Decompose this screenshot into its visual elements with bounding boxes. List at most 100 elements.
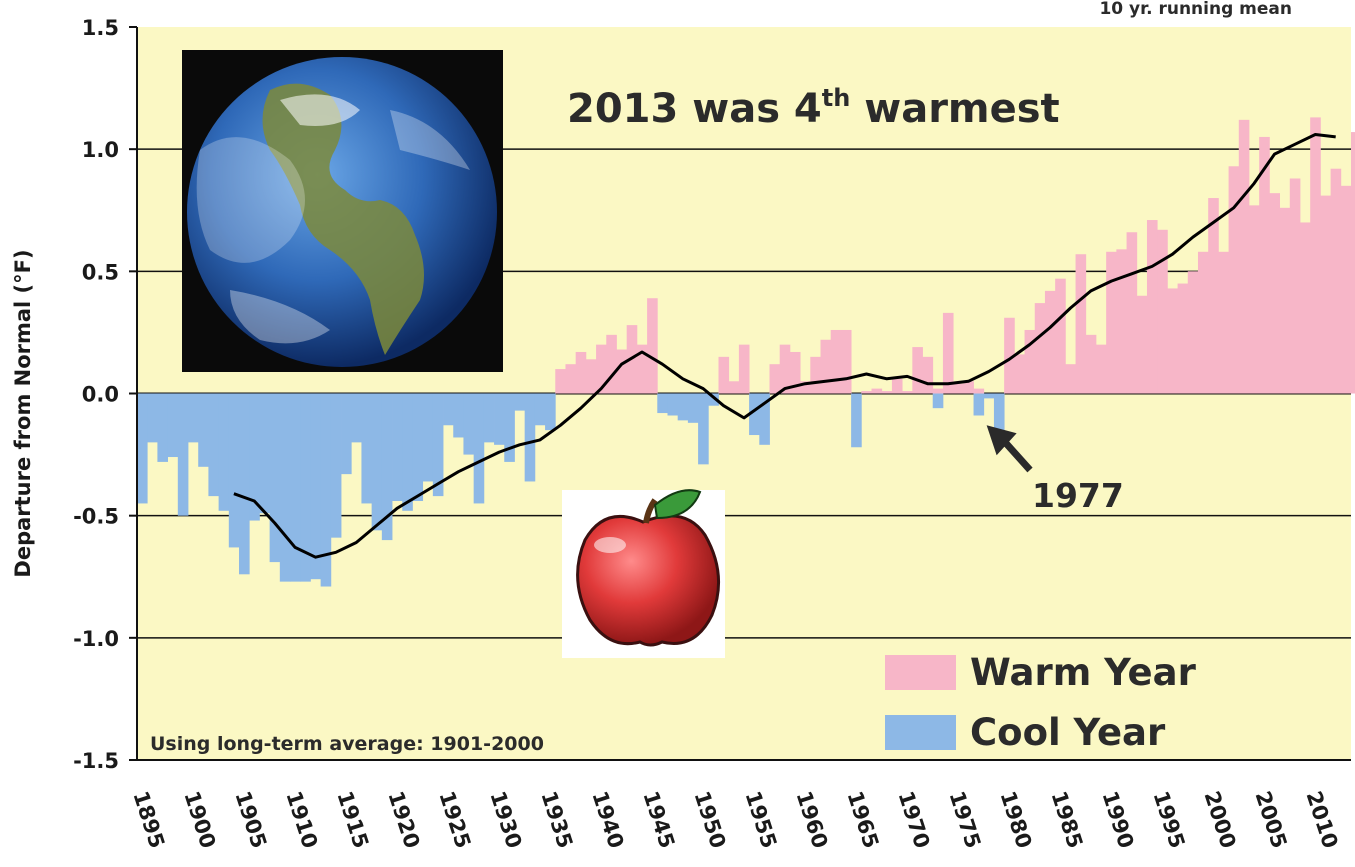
y-axis-label: Departure from Normal (°F) — [11, 249, 35, 577]
cool-year-bar — [483, 393, 495, 443]
cool-year-bar — [504, 393, 515, 462]
warm-year-bar — [1187, 271, 1199, 394]
cool-year-bar — [534, 393, 546, 426]
warm-year-bar — [1248, 205, 1260, 394]
legend-label-cool: Cool Year — [970, 711, 1166, 754]
warm-year-bar — [1269, 193, 1280, 394]
warm-year-bar — [1218, 251, 1229, 394]
running-mean-line — [233, 133, 1336, 559]
y-tick-label: 0.5 — [82, 260, 119, 284]
cool-year-bar — [269, 393, 281, 563]
warm-year-bar — [1146, 220, 1158, 394]
warm-year-bar — [1259, 136, 1270, 394]
warm-year-bar — [585, 359, 597, 394]
warm-year-bar — [718, 356, 730, 394]
warm-year-bar — [616, 349, 628, 394]
cool-year-bar — [157, 393, 169, 462]
cool-year-bar — [208, 393, 220, 497]
cool-year-bar — [320, 393, 332, 587]
cool-year-bar — [983, 393, 995, 399]
cool-year-bar — [188, 393, 199, 443]
cool-year-bar — [657, 393, 668, 414]
warm-year-bar — [1065, 364, 1076, 394]
warm-year-bar — [1197, 251, 1209, 394]
x-tick-label: 1925 — [434, 788, 475, 851]
cool-year-bar — [361, 393, 373, 504]
cool-year-bar — [239, 393, 250, 575]
warm-year-bar — [1075, 254, 1087, 394]
warm-year-bar — [1177, 283, 1189, 394]
x-tick-label: 1900 — [179, 788, 220, 851]
warm-year-bar — [871, 388, 883, 394]
warm-year-bar — [1340, 185, 1352, 394]
red-apple-image — [562, 489, 725, 658]
warm-year-bar — [1167, 288, 1178, 394]
warm-year-bar — [606, 334, 617, 394]
warm-year-bar — [840, 329, 852, 394]
cool-year-bar — [198, 393, 209, 467]
headline-text: 2013 was 4th warmest — [567, 84, 1060, 132]
x-tick-label: 1990 — [1098, 788, 1139, 851]
warm-year-bar — [1208, 198, 1219, 394]
warm-year-bar — [1279, 207, 1291, 394]
y-tick-label: -1.5 — [73, 749, 119, 773]
warm-year-bar — [1228, 166, 1240, 394]
warm-year-bar — [891, 378, 903, 394]
cool-year-bar — [310, 393, 322, 580]
warm-year-bar — [942, 312, 954, 394]
x-tick-label: 1915 — [332, 788, 373, 851]
arrow-label: 1977 — [1032, 476, 1124, 515]
warm-year-bar — [1034, 303, 1046, 394]
warm-year-bar — [800, 381, 811, 394]
legend-swatch-cool — [885, 715, 956, 750]
warm-year-bar — [1024, 329, 1036, 394]
warm-year-bar — [1238, 119, 1250, 394]
cool-year-bar — [514, 393, 526, 411]
cool-year-bar — [708, 393, 719, 406]
cool-year-bar — [453, 393, 464, 438]
cool-year-bar — [341, 393, 352, 475]
y-tick-label: -0.5 — [73, 505, 119, 529]
cool-year-bar — [330, 393, 342, 538]
warm-year-bar — [738, 344, 750, 394]
x-tick-label: 2010 — [1302, 788, 1343, 851]
warm-year-bar — [963, 381, 974, 394]
warm-year-bar — [1055, 278, 1066, 394]
cool-year-bar — [371, 393, 383, 531]
bars — [137, 117, 1355, 587]
cool-year-bar — [993, 393, 1005, 431]
warm-year-bar — [1095, 344, 1107, 394]
warm-year-bar — [902, 391, 913, 394]
baseline-note: Using long-term average: 1901-2000 — [150, 733, 544, 755]
cool-year-bar — [137, 393, 148, 504]
cool-year-bar — [290, 393, 301, 582]
warm-year-bar — [647, 298, 658, 394]
warm-year-bar — [728, 381, 740, 394]
cool-year-bar — [759, 393, 770, 445]
warm-year-bar — [1320, 195, 1331, 394]
cool-year-bar — [677, 393, 689, 421]
x-tick-label: 1980 — [995, 788, 1036, 851]
y-tick-label: -1.0 — [73, 627, 119, 651]
cool-year-bar — [147, 393, 158, 443]
x-tick-label: 1955 — [740, 788, 781, 851]
cool-year-bar — [524, 393, 536, 482]
warm-year-bar — [779, 344, 791, 394]
cool-year-bar — [698, 393, 709, 465]
cool-year-bar — [851, 393, 862, 448]
y-tick-label: 1.0 — [82, 138, 119, 162]
warm-year-bar — [810, 356, 821, 394]
cool-year-bar — [667, 393, 679, 416]
arrow-head — [986, 425, 1017, 456]
warm-year-bar — [830, 329, 842, 394]
warm-year-bar — [1126, 232, 1138, 394]
cool-year-bar — [494, 393, 505, 445]
cool-year-bar — [167, 393, 179, 458]
cool-year-bar — [279, 393, 291, 582]
cool-year-bar — [300, 393, 311, 582]
running-mean-label: 10 yr. running mean — [1099, 0, 1292, 19]
cool-year-bar — [463, 393, 475, 455]
x-tick-label: 1905 — [230, 788, 271, 851]
warm-year-bar — [1157, 229, 1168, 394]
